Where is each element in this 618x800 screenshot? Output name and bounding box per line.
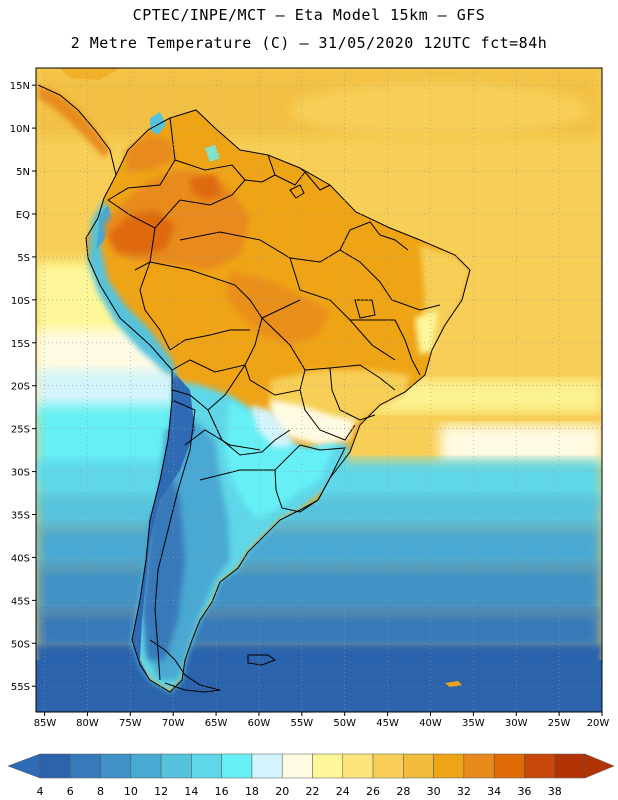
lat-label: 5N	[16, 167, 30, 178]
map-title-line1: CPTEC/INPE/MCT – Eta Model 15km – GFS	[132, 6, 486, 24]
lat-label: 30S	[11, 468, 30, 479]
map-field	[36, 68, 602, 712]
lat-label: 10N	[10, 124, 30, 135]
colorbar-label: 26	[366, 785, 380, 798]
lon-label: 50W	[333, 718, 356, 729]
lon-label: 65W	[205, 718, 228, 729]
colorbar-swatch	[312, 753, 344, 779]
colorbar-label: 6	[67, 785, 74, 798]
colorbar-label: 38	[548, 785, 562, 798]
colorbar-label: 32	[457, 785, 471, 798]
colorbar-label: 20	[275, 785, 289, 798]
lon-label: 85W	[34, 718, 57, 729]
colorbar-label: 24	[336, 785, 350, 798]
colorbar-swatch	[554, 753, 586, 779]
colorbar-label: 12	[154, 785, 168, 798]
graticule	[36, 68, 602, 712]
lat-label: 25S	[11, 425, 30, 436]
lon-label: 55W	[291, 718, 314, 729]
colorbar-swatch	[463, 753, 495, 779]
longitude-labels: 85W 80W 75W 70W 65W 60W 55W 50W 45W 40W 35W 30W 25W 2…	[34, 712, 610, 729]
colorbar-swatch	[403, 753, 434, 779]
lat-label: 35S	[11, 511, 30, 522]
lon-label: 25W	[548, 718, 571, 729]
colorbar-swatch	[251, 753, 283, 779]
colorbar-swatch	[524, 753, 555, 779]
colorbar-label: 36	[517, 785, 531, 798]
colorbar-swatch	[39, 753, 71, 779]
colorbar-swatch	[281, 753, 313, 779]
colorbar-label: 14	[184, 785, 198, 798]
colorbar-label: 28	[396, 785, 410, 798]
colorbar-label: 10	[124, 785, 138, 798]
lat-label: 10S	[11, 296, 30, 307]
lon-label: 80W	[76, 718, 99, 729]
lat-label: 15N	[10, 81, 30, 92]
colorbar-swatch	[100, 753, 132, 779]
colorbar-over-arrow	[584, 753, 615, 779]
lon-label: 45W	[376, 718, 399, 729]
latitude-labels: 15N 10N 5N EQ 5S 10S 15S 20S 25S 30S 35S 40S 45S 50S 5…	[10, 81, 36, 693]
colorbar-label: 18	[245, 785, 259, 798]
lat-label: EQ	[16, 210, 30, 221]
colorbar-under-arrow	[7, 753, 41, 779]
lat-label: 20S	[11, 382, 30, 393]
lon-label: 60W	[248, 718, 271, 729]
colorbar-swatch	[433, 753, 465, 779]
lon-label: 75W	[119, 718, 142, 729]
lon-label: 70W	[162, 718, 185, 729]
colorbar-swatch	[221, 753, 253, 779]
lat-label: 50S	[11, 639, 30, 650]
colorbar-swatch	[160, 753, 192, 779]
colorbar-label: 34	[487, 785, 501, 798]
lon-label: 35W	[462, 718, 485, 729]
country-borders	[37, 84, 471, 693]
colorbar-swatch	[191, 753, 222, 779]
colorbar-swatch	[493, 753, 525, 779]
map-frame	[35, 67, 603, 713]
lon-label: 40W	[419, 718, 442, 729]
colorbar-label: 30	[427, 785, 441, 798]
lon-label: 20W	[587, 718, 610, 729]
lat-label: 55S	[11, 682, 30, 693]
lat-label: 45S	[11, 596, 30, 607]
colorbar-label: 22	[306, 785, 320, 798]
colorbar-label: 4	[37, 785, 44, 798]
lat-label: 5S	[17, 253, 30, 264]
lon-label: 30W	[505, 718, 528, 729]
colorbar: 4 6 8 10 12 14 16 18 20 22 24 26 28 30 32 34 36 38	[7, 753, 615, 798]
colorbar-label: 16	[215, 785, 229, 798]
lat-label: 15S	[11, 339, 30, 350]
colorbar-swatch	[130, 753, 162, 779]
colorbar-label: 8	[97, 785, 104, 798]
colorbar-swatch	[372, 753, 404, 779]
lat-label: 40S	[11, 553, 30, 564]
colorbar-swatch	[70, 753, 101, 779]
map-title-line2: 2 Metre Temperature (C) – 31/05/2020 12U…	[70, 34, 548, 52]
colorbar-swatch	[342, 753, 374, 779]
